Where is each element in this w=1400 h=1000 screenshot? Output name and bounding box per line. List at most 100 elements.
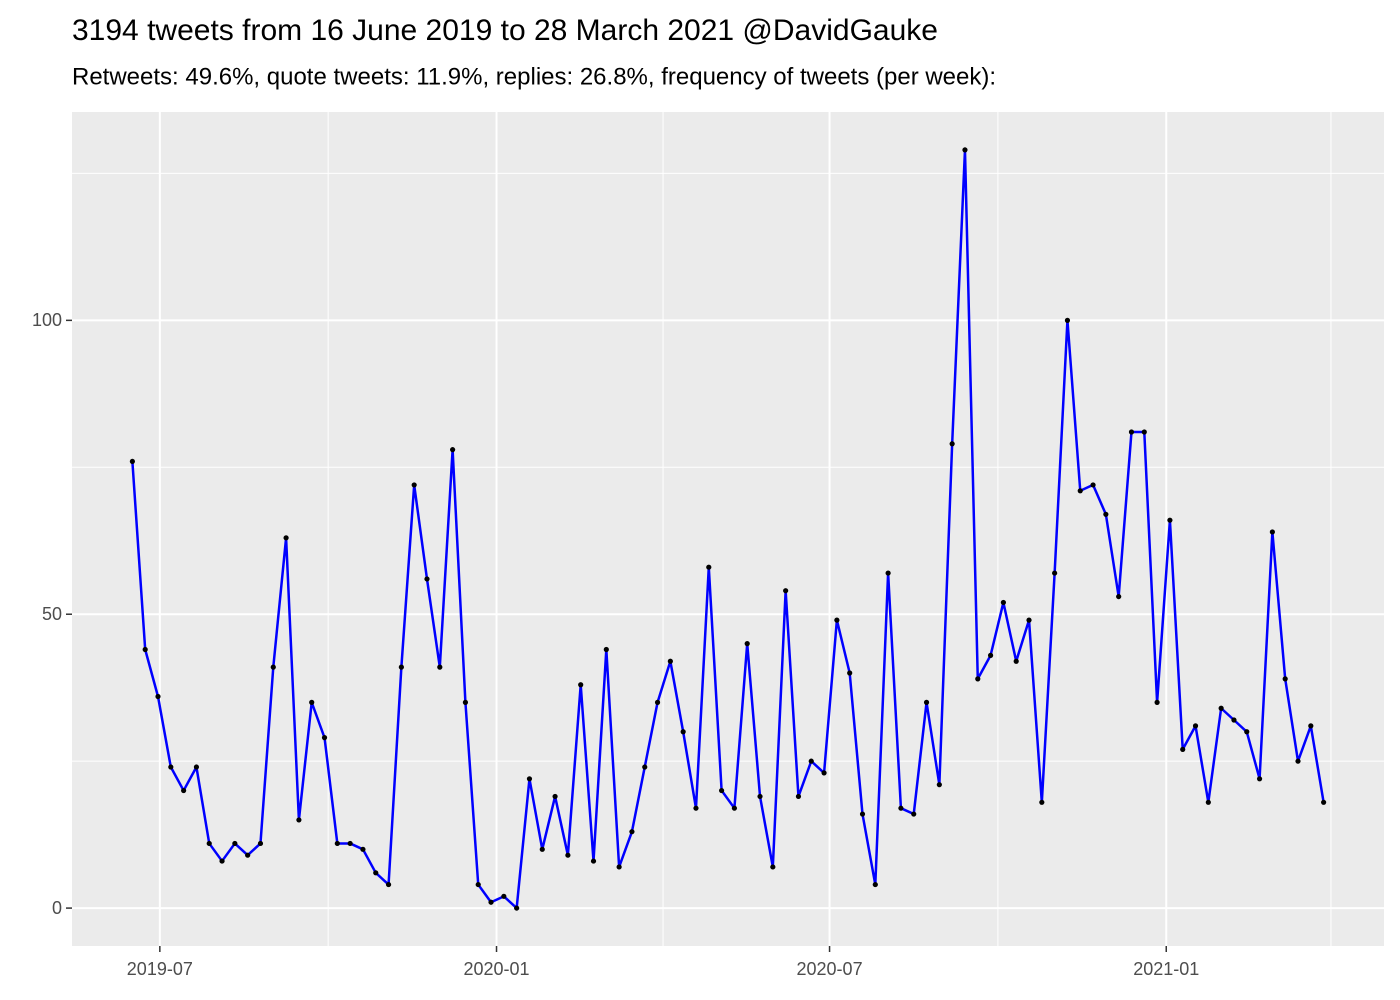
x-tick-label: 2021-01 <box>1133 959 1199 979</box>
y-tick-label: 100 <box>32 310 62 330</box>
data-point <box>526 776 533 782</box>
y-tick-label: 0 <box>52 898 62 918</box>
data-point <box>1154 699 1160 705</box>
data-point <box>129 458 135 465</box>
data-point <box>501 893 507 899</box>
data-point <box>257 840 264 847</box>
data-point <box>1141 429 1147 435</box>
data-point <box>885 570 891 576</box>
data-point <box>578 682 584 688</box>
data-point <box>296 817 302 823</box>
data-point <box>859 811 866 817</box>
data-point <box>667 658 673 664</box>
data-line <box>131 148 1325 910</box>
data-point <box>783 588 789 594</box>
data-point <box>936 782 942 788</box>
data-point <box>1077 488 1083 494</box>
data-point <box>373 870 379 876</box>
data-point <box>1269 529 1275 535</box>
data-point <box>693 805 699 811</box>
data-point <box>398 664 404 670</box>
x-tick-label: 2019-07 <box>127 959 193 979</box>
data-point <box>1218 705 1224 711</box>
data-point <box>590 858 597 864</box>
data-point <box>1295 758 1301 764</box>
data-point <box>1039 799 1045 805</box>
data-point <box>283 535 289 541</box>
data-point <box>1090 482 1096 488</box>
data-point <box>1052 570 1058 576</box>
data-point <box>450 447 456 453</box>
data-point <box>1167 517 1173 523</box>
x-tick-label: 2020-07 <box>797 959 863 979</box>
data-point <box>514 905 520 911</box>
data-point <box>309 699 315 705</box>
data-point <box>155 693 161 700</box>
data-point <box>718 787 725 794</box>
data-point <box>411 482 417 488</box>
data-point <box>808 758 814 764</box>
data-point <box>219 858 225 864</box>
data-point <box>1000 599 1006 606</box>
data-point <box>731 805 738 811</box>
y-tick-label: 50 <box>42 604 62 624</box>
data-point <box>539 846 545 852</box>
data-point <box>821 770 827 776</box>
data-point <box>245 852 251 858</box>
data-point <box>193 764 200 770</box>
data-point <box>1256 776 1263 782</box>
data-point <box>424 576 430 582</box>
data-point <box>1282 676 1288 682</box>
data-point <box>475 881 481 888</box>
data-point <box>834 617 840 623</box>
data-point <box>142 646 148 653</box>
data-point <box>1128 429 1135 435</box>
data-point <box>949 441 955 447</box>
data-point <box>1321 799 1327 805</box>
data-point <box>911 811 917 817</box>
data-point <box>962 147 968 153</box>
data-point <box>680 729 686 735</box>
data-point <box>706 564 712 570</box>
data-point <box>1013 658 1019 664</box>
data-point <box>1205 799 1211 805</box>
data-point <box>1192 723 1199 729</box>
data-point <box>629 829 635 835</box>
data-point <box>565 852 571 858</box>
data-point <box>654 699 661 705</box>
data-point <box>437 664 443 670</box>
data-point <box>488 899 494 905</box>
data-point <box>232 840 238 847</box>
data-point <box>757 793 763 800</box>
chart-title: 3194 tweets from 16 June 2019 to 28 Marc… <box>72 14 938 47</box>
data-point <box>270 664 276 670</box>
data-point <box>923 699 930 705</box>
data-point <box>168 764 174 770</box>
data-point <box>206 840 212 847</box>
data-point <box>360 846 366 852</box>
data-point <box>987 652 994 658</box>
data-point <box>795 793 802 800</box>
data-point <box>1116 593 1122 600</box>
data-point <box>1180 746 1186 753</box>
data-point <box>744 641 750 647</box>
x-tick-label: 2020-01 <box>463 959 529 979</box>
data-point <box>603 646 609 653</box>
data-point <box>975 676 981 682</box>
data-point <box>770 864 776 870</box>
data-point <box>385 881 392 888</box>
plot-panel <box>72 112 1384 946</box>
data-point <box>181 787 187 794</box>
data-point <box>347 840 353 847</box>
data-point <box>334 840 340 847</box>
data-point <box>1103 511 1109 517</box>
data-point <box>872 881 878 888</box>
data-point <box>898 805 904 811</box>
data-point <box>1231 717 1237 723</box>
data-point <box>616 864 622 870</box>
data-point <box>1308 723 1314 729</box>
data-point <box>1244 729 1250 735</box>
data-point <box>847 670 853 676</box>
